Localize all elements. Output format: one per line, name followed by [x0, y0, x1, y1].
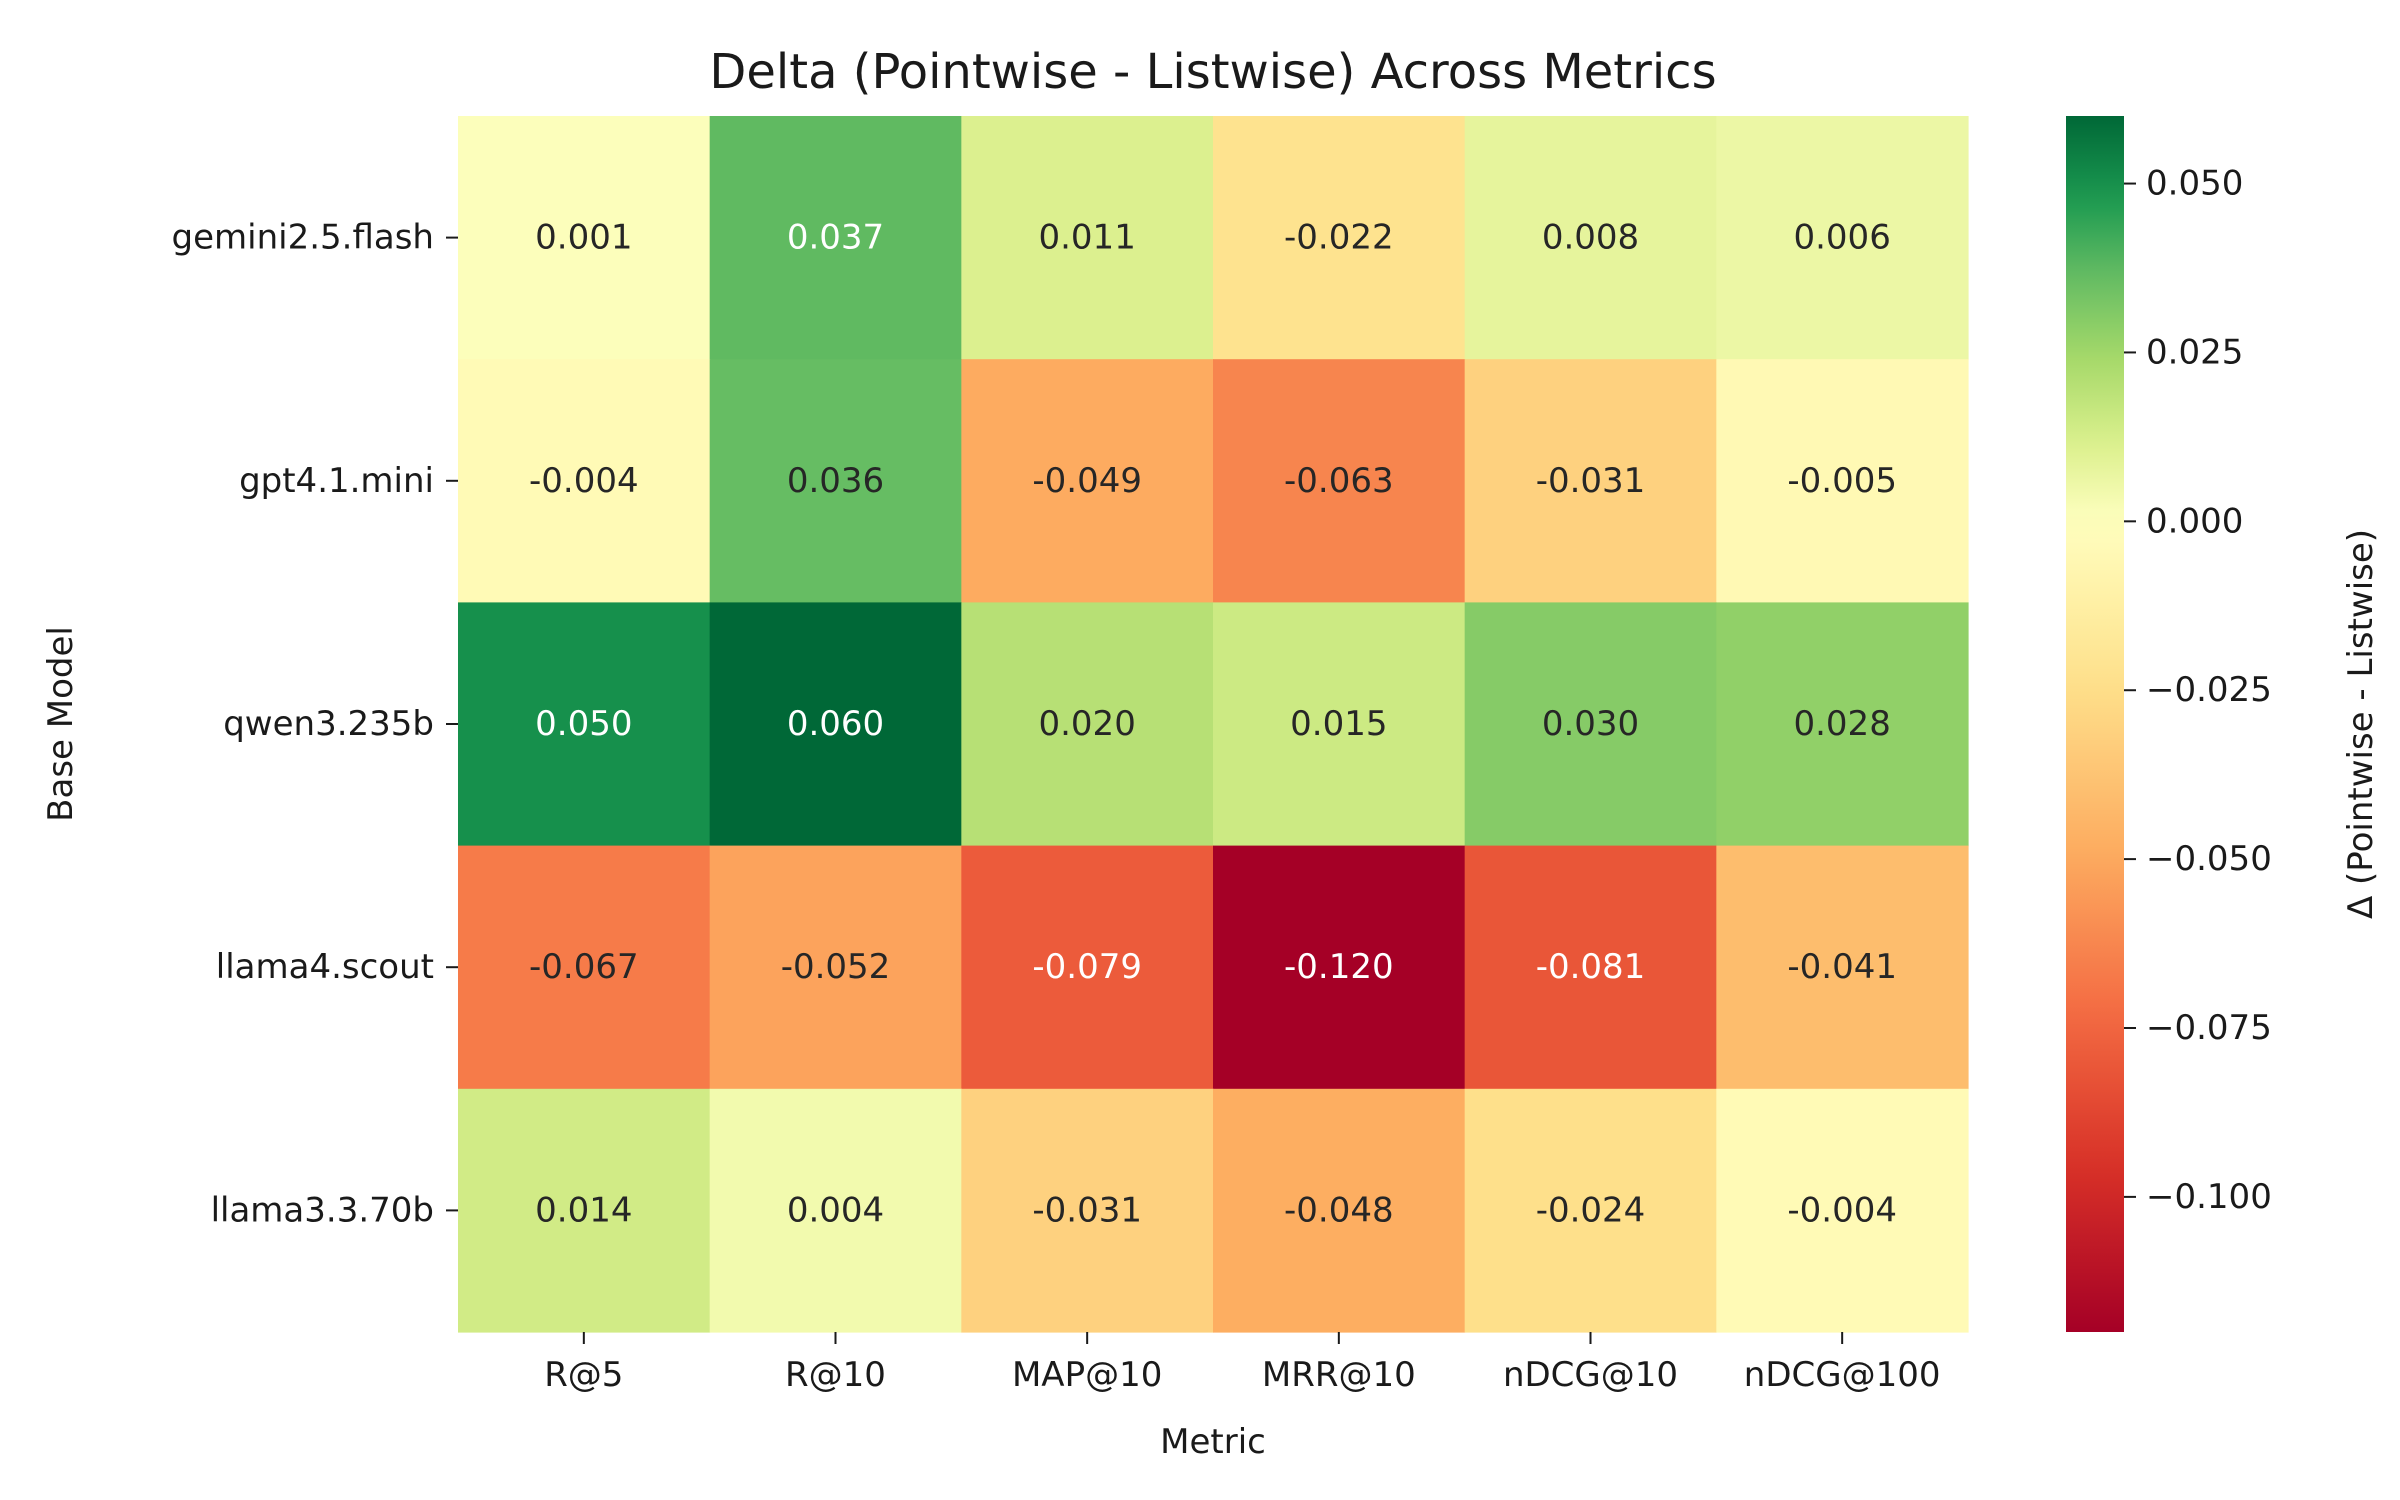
cell-value-label: -0.120 [1284, 947, 1394, 987]
cell-value-label: -0.048 [1284, 1190, 1394, 1230]
cell-value-label: -0.024 [1536, 1190, 1646, 1230]
heatmap-cell [1464, 845, 1717, 1090]
heatmap-cell [1716, 116, 1969, 360]
heatmap-cell [1716, 845, 1969, 1090]
cell-value-label: 0.006 [1793, 218, 1890, 258]
cell-value-label: -0.081 [1536, 947, 1646, 987]
y-tick-label: llama4.scout [216, 947, 434, 987]
heatmap-cell [1213, 359, 1466, 603]
cell-value-label: -0.031 [1032, 1190, 1142, 1230]
cell-value-label: 0.050 [535, 704, 632, 744]
x-tick-label: nDCG@10 [1503, 1355, 1678, 1395]
heatmap-cell [961, 1088, 1214, 1333]
y-tick-label: gemini2.5.flash [172, 218, 434, 258]
heatmap-cell [1464, 359, 1717, 603]
cell-value-label: 0.060 [787, 704, 884, 744]
colorbar-tick-label: −0.025 [2146, 670, 2272, 710]
heatmap-cell [961, 359, 1214, 603]
cell-value-label: 0.011 [1038, 218, 1135, 258]
cell-value-label: -0.049 [1032, 461, 1142, 501]
cell-value-label: 0.008 [1542, 218, 1639, 258]
heatmap-cell [1213, 1088, 1466, 1333]
heatmap-cell [1213, 845, 1466, 1090]
cell-value-label: 0.028 [1793, 704, 1890, 744]
chart-title: Delta (Pointwise - Listwise) Across Metr… [709, 44, 1716, 100]
heatmap-cell [458, 116, 711, 360]
heatmap-cell [458, 1088, 711, 1333]
cell-value-label: 0.015 [1290, 704, 1387, 744]
heatmap-cells [458, 116, 1969, 1333]
cell-value-label: -0.004 [529, 461, 639, 501]
cell-value-label: 0.037 [787, 218, 884, 258]
heatmap-cell [458, 359, 711, 603]
colorbar-tick-label: −0.050 [2146, 839, 2272, 879]
heatmap-cell [1464, 116, 1717, 360]
x-tick-label: MAP@10 [1012, 1355, 1162, 1395]
cell-value-label: 0.001 [535, 218, 632, 258]
heatmap-cell [961, 602, 1214, 847]
heatmap-cell [1213, 602, 1466, 847]
heatmap-cell [961, 116, 1214, 360]
x-axis: R@5 R@10 MAP@10 MRR@10 nDCG@10 nDCG@100 [544, 1332, 1941, 1395]
colorbar-tick-label: −0.100 [2146, 1177, 2272, 1217]
heatmap-cell [709, 1088, 962, 1333]
cell-value-label: -0.004 [1787, 1190, 1897, 1230]
colorbar-tick-label: 0.025 [2146, 332, 2243, 372]
cell-value-label: 0.014 [535, 1190, 632, 1230]
x-tick-label: nDCG@100 [1744, 1355, 1941, 1395]
heatmap-cell-labels: 0.001 0.037 0.011 -0.022 0.008 0.006 -0.004 0.0… [529, 218, 1897, 1231]
cell-value-label: 0.020 [1038, 704, 1135, 744]
colorbar-tick-label: 0.050 [2146, 164, 2243, 204]
cell-value-label: -0.031 [1536, 461, 1646, 501]
cell-value-label: -0.005 [1787, 461, 1897, 501]
cell-value-label: -0.022 [1284, 218, 1394, 258]
colorbar: 0.050 0.025 0.000 −0.025 −0.050 −0.075 −0.100 [2066, 116, 2272, 1332]
colorbar-tick-label: 0.000 [2146, 501, 2243, 541]
cell-value-label: 0.036 [787, 461, 884, 501]
heatmap-cell [1716, 602, 1969, 847]
cell-value-label: 0.004 [787, 1190, 884, 1230]
colorbar-gradient [2066, 116, 2124, 1332]
x-tick-label: R@5 [544, 1355, 623, 1395]
cell-value-label: -0.052 [781, 947, 891, 987]
heatmap-cell [709, 359, 962, 603]
colorbar-label: Δ (Pointwise - Listwise) [2341, 529, 2381, 919]
y-tick-label: gpt4.1.mini [239, 461, 434, 501]
heatmap-cell [709, 845, 962, 1090]
cell-value-label: -0.063 [1284, 461, 1394, 501]
heatmap-cell [709, 116, 962, 360]
cell-value-label: -0.067 [529, 947, 639, 987]
heatmap-cell [1716, 1088, 1969, 1333]
heatmap-cell [1716, 359, 1969, 603]
heatmap-cell [458, 845, 711, 1090]
y-tick-label: llama3.3.70b [211, 1190, 434, 1230]
heatmap-cell [961, 845, 1214, 1090]
x-tick-label: R@10 [785, 1355, 886, 1395]
cell-value-label: -0.041 [1787, 947, 1897, 987]
x-axis-label: Metric [1160, 1422, 1266, 1462]
cell-value-label: 0.030 [1542, 704, 1639, 744]
heatmap-cell [458, 602, 711, 847]
colorbar-tick-label: −0.075 [2146, 1008, 2272, 1048]
y-tick-label: qwen3.235b [223, 704, 434, 744]
y-axis: gemini2.5.flash gpt4.1.mini qwen3.235b llam… [172, 218, 458, 1230]
heatmap-cell [1464, 1088, 1717, 1333]
y-axis-label: Base Model [41, 626, 81, 822]
x-tick-label: MRR@10 [1262, 1355, 1416, 1395]
cell-value-label: -0.079 [1032, 947, 1142, 987]
heatmap-cell [1464, 602, 1717, 847]
heatmap-cell [1213, 116, 1466, 360]
heatmap-cell [709, 602, 962, 847]
